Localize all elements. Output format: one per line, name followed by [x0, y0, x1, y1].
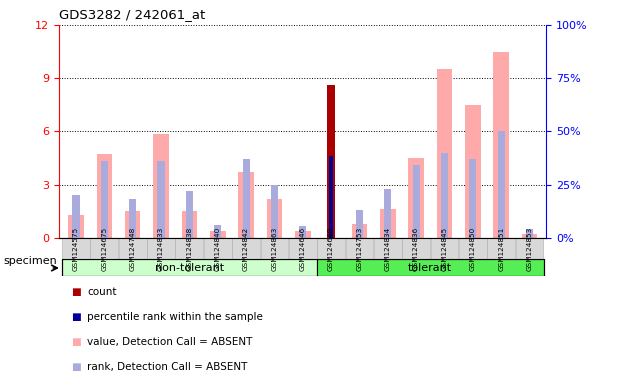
Bar	[119, 238, 147, 259]
Bar	[380, 209, 396, 238]
Bar	[147, 238, 175, 259]
Bar	[260, 238, 288, 259]
Bar	[384, 189, 391, 238]
Bar	[91, 238, 118, 259]
Bar	[62, 260, 317, 276]
Bar	[409, 158, 424, 238]
Text: GSM124648: GSM124648	[328, 226, 334, 271]
Bar	[459, 238, 487, 259]
Text: GSM124853: GSM124853	[527, 226, 532, 271]
Text: GSM124753: GSM124753	[356, 226, 363, 271]
Bar	[317, 238, 345, 259]
Bar	[295, 231, 310, 238]
Text: GSM124842: GSM124842	[243, 226, 249, 271]
Text: GSM124836: GSM124836	[413, 226, 419, 271]
Text: rank, Detection Call = ABSENT: rank, Detection Call = ABSENT	[87, 362, 247, 372]
Bar	[96, 154, 112, 238]
Text: ■: ■	[71, 337, 81, 347]
Bar	[345, 238, 373, 259]
Text: specimen: specimen	[3, 256, 57, 266]
Bar	[299, 226, 306, 238]
Bar	[329, 156, 333, 238]
Bar	[243, 159, 250, 238]
Bar	[232, 238, 260, 259]
Text: GSM124851: GSM124851	[498, 226, 504, 271]
Bar	[62, 260, 543, 276]
Bar	[68, 215, 84, 238]
Bar	[176, 238, 203, 259]
Bar	[441, 153, 448, 238]
Bar	[181, 211, 197, 238]
Text: GSM124675: GSM124675	[101, 226, 107, 271]
Bar	[437, 69, 452, 238]
Text: GSM124840: GSM124840	[215, 226, 220, 271]
Bar	[73, 195, 79, 238]
Bar	[238, 172, 254, 238]
Bar	[469, 159, 476, 238]
Text: GSM124834: GSM124834	[385, 226, 391, 271]
Bar	[515, 238, 543, 259]
Bar	[214, 225, 221, 238]
Bar	[351, 223, 367, 238]
Text: GSM124748: GSM124748	[130, 226, 135, 271]
Bar	[62, 238, 90, 259]
Text: GSM124646: GSM124646	[300, 226, 306, 271]
Text: ■: ■	[71, 312, 81, 322]
Bar	[129, 199, 136, 238]
Bar	[266, 199, 282, 238]
Bar	[522, 234, 537, 238]
Bar	[493, 51, 509, 238]
Bar	[402, 238, 430, 259]
Bar	[158, 161, 165, 238]
Text: ■: ■	[71, 362, 81, 372]
Text: non-tolerant: non-tolerant	[155, 263, 224, 273]
Bar	[487, 238, 515, 259]
Bar	[271, 185, 278, 238]
Text: GSM124838: GSM124838	[186, 226, 193, 271]
Bar	[356, 210, 363, 238]
Bar	[289, 238, 317, 259]
Text: GSM124850: GSM124850	[470, 226, 476, 271]
Bar	[153, 134, 169, 238]
Bar	[412, 166, 420, 238]
Text: GDS3282 / 242061_at: GDS3282 / 242061_at	[59, 8, 206, 21]
Text: GSM124845: GSM124845	[442, 226, 448, 271]
Bar	[374, 238, 402, 259]
Text: count: count	[87, 287, 117, 297]
Bar	[430, 238, 458, 259]
Text: tolerant: tolerant	[408, 263, 452, 273]
Bar	[327, 85, 335, 238]
Text: ■: ■	[71, 287, 81, 297]
Bar	[210, 231, 225, 238]
Bar	[317, 260, 543, 276]
Text: value, Detection Call = ABSENT: value, Detection Call = ABSENT	[87, 337, 252, 347]
Bar	[526, 229, 533, 238]
Text: percentile rank within the sample: percentile rank within the sample	[87, 312, 263, 322]
Bar	[497, 131, 505, 238]
Bar	[204, 238, 232, 259]
Text: GSM124863: GSM124863	[271, 226, 278, 271]
Bar	[465, 105, 481, 238]
Text: GSM124833: GSM124833	[158, 226, 164, 271]
Bar	[125, 211, 140, 238]
Text: GSM124575: GSM124575	[73, 226, 79, 271]
Bar	[101, 161, 108, 238]
Bar	[186, 191, 193, 238]
